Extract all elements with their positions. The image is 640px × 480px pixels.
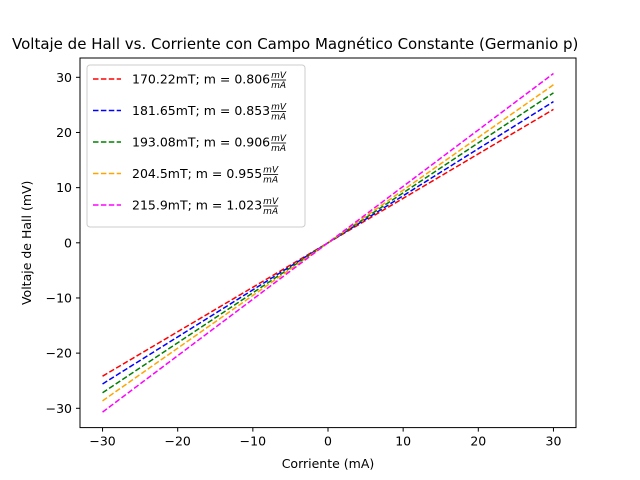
series-line-4 [102,84,554,402]
legend-label: 215.9mT; m = 1.023 [132,198,262,213]
x-axis: −30 −20 −10 0 10 20 30 [89,427,562,449]
y-tick-label: 10 [56,180,72,195]
legend-unit-denominator: mA [263,176,278,186]
x-tick-label: −30 [89,434,115,449]
x-tick-label: 10 [395,434,411,449]
series-line-5 [102,72,554,413]
x-tick-label: −20 [165,434,191,449]
legend-unit-denominator: mA [271,144,286,154]
x-tick-label: 20 [470,434,486,449]
x-tick-label: −10 [240,434,266,449]
legend-unit-denominator: mA [271,81,286,91]
legend-label: 193.08mT; m = 0.906 [132,135,270,150]
y-tick-label: −20 [46,346,72,361]
legend-box [86,64,306,228]
chart-title: Voltaje de Hall vs. Corriente con Campo … [12,35,578,53]
y-tick-label: −10 [46,290,72,305]
legend-unit-denominator: mA [271,113,286,123]
legend-unit-denominator: mA [263,207,278,217]
legend-unit-numerator: mV [263,166,279,176]
y-tick-label: 0 [64,235,72,250]
y-axis: −30 −20 −10 0 10 20 30 [46,70,80,416]
x-axis-label: Corriente (mA) [282,456,375,471]
x-tick-label: 30 [546,434,562,449]
y-tick-label: 30 [56,70,72,85]
x-tick-label: 0 [324,434,332,449]
legend-unit-numerator: mV [271,71,287,81]
y-axis-label: Voltaje de Hall (mV) [19,181,34,305]
legend-label: 204.5mT; m = 0.955 [132,166,262,181]
y-tick-label: −30 [46,401,72,416]
legend-unit-numerator: mV [271,103,287,113]
y-tick-label: 20 [56,125,72,140]
series-layer [102,72,554,413]
legend-unit-numerator: mV [271,134,287,144]
legend-unit-numerator: mV [263,197,279,207]
legend-label: 181.65mT; m = 0.853 [132,103,270,118]
legend-label: 170.22mT; m = 0.806 [132,72,270,87]
